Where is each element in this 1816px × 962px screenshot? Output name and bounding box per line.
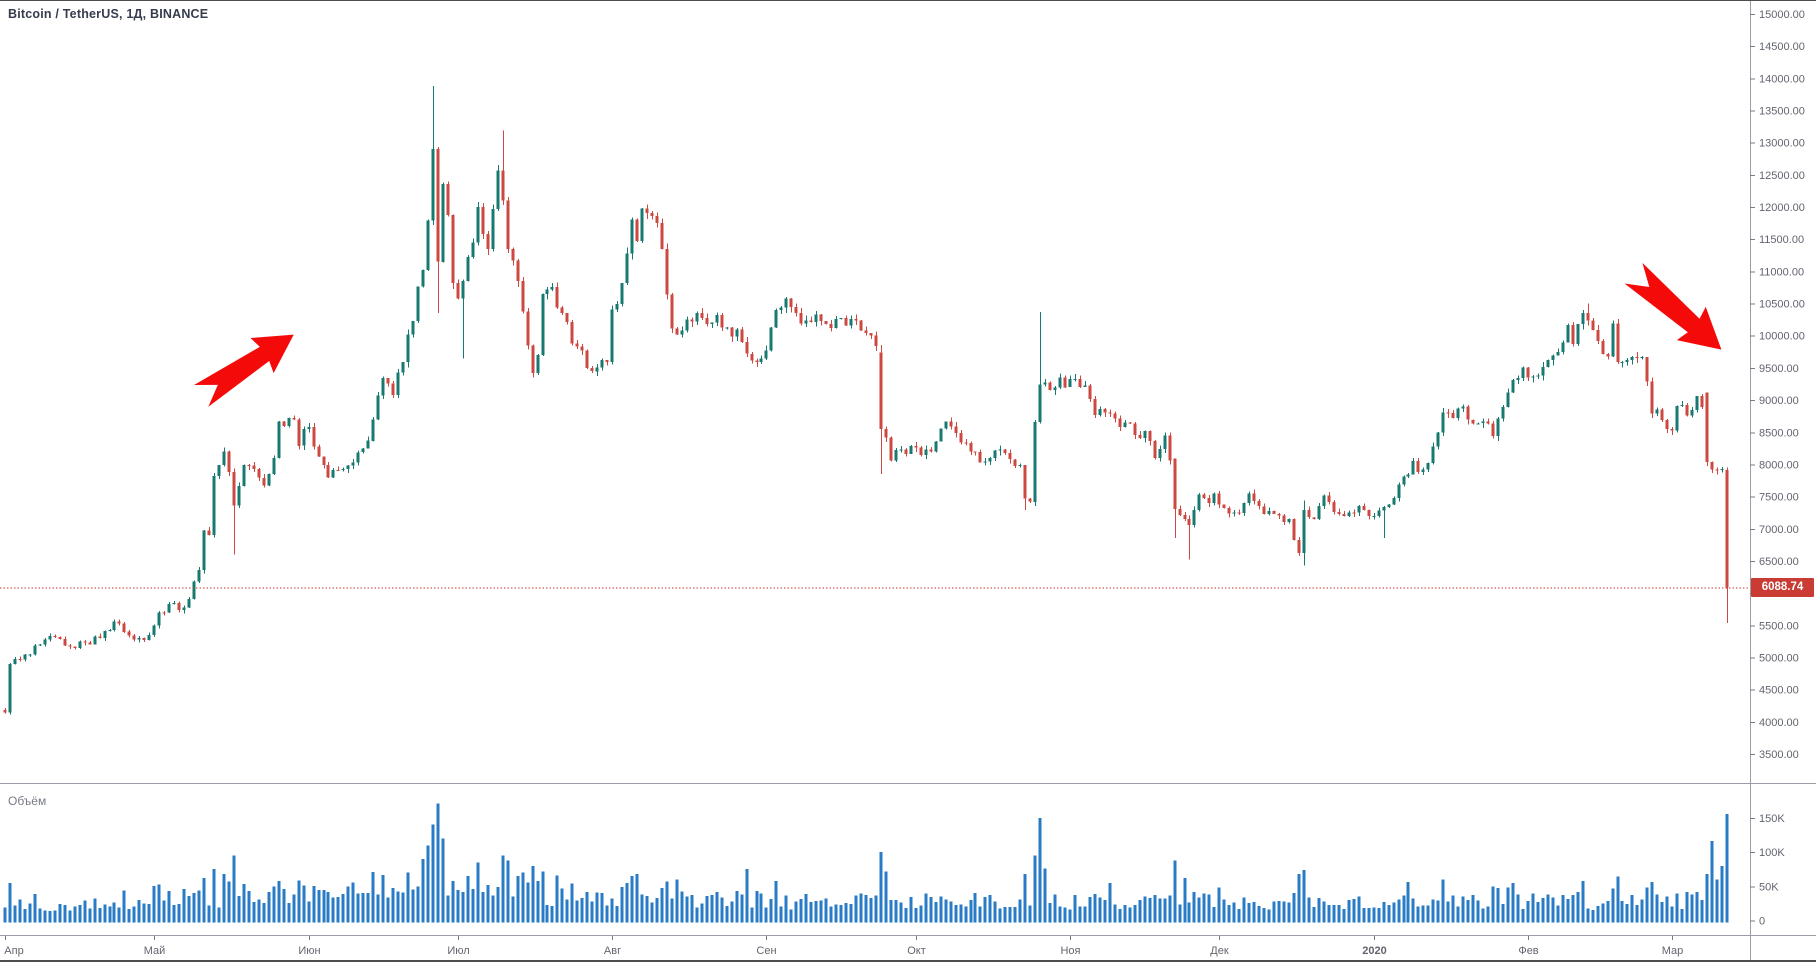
price-axis-label: 10000.00 — [1759, 331, 1805, 343]
price-axis-label: 9500.00 — [1759, 363, 1799, 375]
time-axis-label: Авг — [604, 945, 621, 957]
last-price-label: 6088.74 — [1751, 577, 1814, 597]
time-axis-label: 2020 — [1362, 945, 1386, 957]
time-axis-label: Мар — [1662, 945, 1684, 957]
price-axis-label: 9000.00 — [1759, 395, 1799, 407]
price-axis-label: 8500.00 — [1759, 427, 1799, 439]
time-axis-label: Июл — [447, 945, 469, 957]
price-axis-label: 4500.00 — [1759, 685, 1799, 697]
price-axis-label: 6500.00 — [1759, 556, 1799, 568]
price-axis-label: 11000.00 — [1759, 266, 1804, 278]
time-axis-label: Май — [144, 945, 166, 957]
time-axis-label: Дек — [1210, 945, 1229, 957]
trend-arrow-down — [1624, 262, 1722, 350]
volume-pane-label: Объём — [8, 794, 47, 808]
time-axis-label: Июн — [298, 945, 320, 957]
price-axis-label: 10500.00 — [1759, 299, 1805, 311]
price-axis-label: 7500.00 — [1759, 492, 1799, 504]
price-axis-label: 14500.00 — [1759, 41, 1805, 53]
volume-axis-label: 50K — [1759, 881, 1779, 893]
time-axis-label: Апр — [4, 945, 23, 957]
price-axis-label: 7000.00 — [1759, 524, 1799, 536]
time-axis-label: Ноя — [1060, 945, 1080, 957]
price-axis-label: 12000.00 — [1759, 202, 1805, 214]
price-axis-label: 4000.00 — [1759, 717, 1799, 729]
price-axis-label: 15000.00 — [1759, 9, 1805, 21]
price-axis-label: 14000.00 — [1759, 73, 1805, 85]
price-axis-label: 12500.00 — [1759, 170, 1805, 182]
candlestick-series — [3, 86, 1729, 715]
time-axis-label: Окт — [907, 945, 926, 957]
price-axis-label: 5500.00 — [1759, 620, 1799, 632]
price-axis-label: 13000.00 — [1759, 138, 1805, 150]
annotations — [193, 262, 1722, 407]
time-axis-label: Сен — [756, 945, 776, 957]
price-axis-label: 13500.00 — [1759, 106, 1805, 118]
symbol-title: Bitcoin / TetherUS, 1Д, BINANCE — [8, 7, 209, 21]
price-axis-label: 8000.00 — [1759, 459, 1799, 471]
price-axis-label: 11500.00 — [1759, 234, 1804, 246]
volume-series — [3, 803, 1729, 923]
volume-axis-label: 0 — [1759, 916, 1765, 928]
trend-arrow-up — [193, 334, 294, 407]
price-axis-label: 3500.00 — [1759, 749, 1799, 761]
price-axis-label: 5000.00 — [1759, 652, 1799, 664]
volume-axis-label: 100K — [1759, 847, 1785, 859]
time-axis-label: Фев — [1518, 945, 1538, 957]
volume-axis-label: 150K — [1759, 813, 1785, 825]
